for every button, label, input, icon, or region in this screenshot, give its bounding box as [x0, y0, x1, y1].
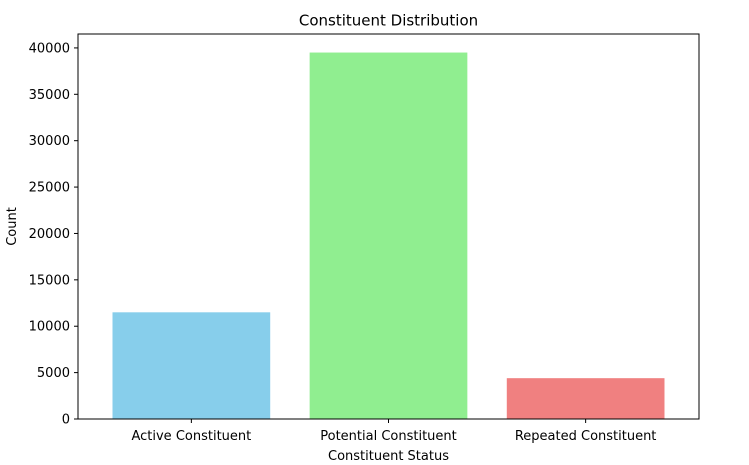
bars — [112, 52, 665, 420]
y-tick-label: 15000 — [29, 273, 70, 288]
y-tick-label: 35000 — [29, 88, 70, 103]
x-axis: Active Constituent Potential Constituent R… — [131, 419, 656, 444]
x-tick-label: Potential Constituent — [320, 429, 457, 444]
y-tick-label: 0 — [62, 413, 70, 428]
x-axis-label: Constituent Status — [328, 449, 449, 461]
bar-repeated-constituent — [506, 378, 665, 419]
y-tick-label: 30000 — [29, 134, 70, 149]
plot-area-frame — [77, 33, 700, 420]
x-tick-label: Active Constituent — [131, 429, 251, 444]
y-tick-label: 5000 — [37, 366, 70, 381]
y-tick-label: 25000 — [29, 181, 70, 196]
bar-active-constituent — [112, 312, 271, 419]
y-tick-label: 40000 — [29, 41, 70, 56]
y-axis-label: Count — [5, 207, 20, 246]
y-tick-label: 10000 — [29, 320, 70, 335]
y-tick-label: 20000 — [29, 227, 70, 242]
chart-title: Constituent Distribution — [299, 12, 478, 30]
y-axis: 0 5000 10000 15000 20000 25000 30000 35000 40000 — [29, 41, 78, 428]
bar-potential-constituent — [309, 52, 468, 420]
x-tick-label: Repeated Constituent — [515, 429, 657, 444]
